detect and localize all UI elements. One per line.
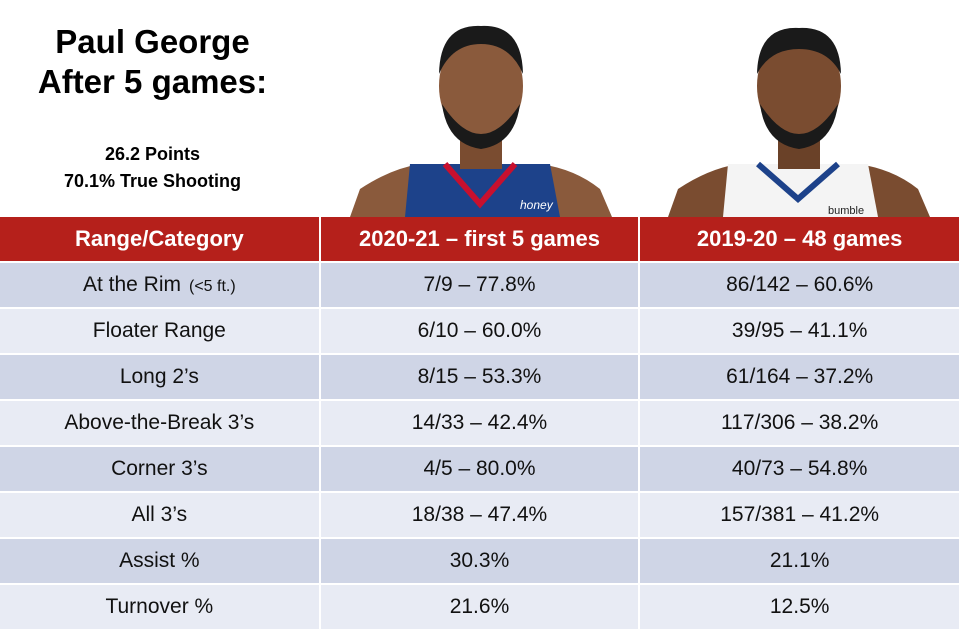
previous-season-cell: 86/142 – 60.6% xyxy=(639,261,959,308)
category-cell: At the Rim (<5 ft.) xyxy=(0,261,321,308)
current-season-cell: 7/9 – 77.8% xyxy=(319,261,641,308)
table-row: Assist % 30.3% 21.1% xyxy=(0,537,959,584)
current-season-cell: 6/10 – 60.0% xyxy=(319,307,641,354)
category-cell: Above-the-Break 3’s xyxy=(0,399,321,446)
previous-season-cell: 117/306 – 38.2% xyxy=(639,399,959,446)
jersey-sponsor-text: honey xyxy=(520,198,554,212)
category-cell: Floater Range xyxy=(0,307,321,354)
table-row: At the Rim (<5 ft.) 7/9 – 77.8% 86/142 – … xyxy=(0,261,959,308)
player-photo-2019: bumble xyxy=(668,14,930,217)
summary-stats: 26.2 Points 70.1% True Shooting xyxy=(0,141,305,195)
table-row: Above-the-Break 3’s 14/33 – 42.4% 117/30… xyxy=(0,399,959,446)
table-header-row: Range/Category 2020-21 – first 5 games 2… xyxy=(0,217,959,262)
previous-season-cell: 12.5% xyxy=(639,583,959,629)
previous-season-cell: 61/164 – 37.2% xyxy=(639,353,959,400)
true-shooting-stat: 70.1% True Shooting xyxy=(63,171,242,191)
previous-season-cell: 21.1% xyxy=(639,537,959,584)
category-cell: Corner 3’s xyxy=(0,445,321,492)
player-photo-2020: honey xyxy=(350,14,612,217)
category-cell: Assist % xyxy=(0,537,321,584)
category-label: Assist % xyxy=(119,549,200,572)
page-title: Paul George After 5 games: xyxy=(0,22,305,102)
category-cell: Long 2’s xyxy=(0,353,321,400)
title-line-1: Paul George xyxy=(55,23,250,60)
category-label: Long 2’s xyxy=(119,365,199,388)
current-season-cell: 18/38 – 47.4% xyxy=(319,491,641,538)
previous-season-cell: 39/95 – 41.1% xyxy=(639,307,959,354)
current-season-cell: 14/33 – 42.4% xyxy=(319,399,641,446)
table-row: Long 2’s 8/15 – 53.3% 61/164 – 37.2% xyxy=(0,353,959,400)
title-line-2: After 5 games: xyxy=(37,63,268,100)
stats-table: Range/Category 2020-21 – first 5 games 2… xyxy=(0,217,959,629)
current-season-cell: 30.3% xyxy=(319,537,641,584)
previous-season-cell: 40/73 – 54.8% xyxy=(639,445,959,492)
category-label: Turnover % xyxy=(105,595,214,618)
current-season-cell: 4/5 – 80.0% xyxy=(319,445,641,492)
category-label: Corner 3’s xyxy=(111,457,208,480)
table-row: All 3’s 18/38 – 47.4% 157/381 – 41.2% xyxy=(0,491,959,538)
current-season-cell: 21.6% xyxy=(319,583,641,629)
category-label: All 3’s xyxy=(131,503,188,526)
table-row: Corner 3’s 4/5 – 80.0% 40/73 – 54.8% xyxy=(0,445,959,492)
category-note: (<5 ft.) xyxy=(189,278,236,295)
column-header-category: Range/Category xyxy=(0,217,321,262)
previous-season-cell: 157/381 – 41.2% xyxy=(639,491,959,538)
column-header-previous: 2019-20 – 48 games xyxy=(639,217,959,262)
category-label: Above-the-Break 3’s xyxy=(64,411,255,434)
table-row: Floater Range 6/10 – 60.0% 39/95 – 41.1% xyxy=(0,307,959,354)
category-label: Floater Range xyxy=(92,319,226,342)
table-row: Turnover % 21.6% 12.5% xyxy=(0,583,959,629)
points-stat: 26.2 Points xyxy=(104,144,201,164)
current-season-cell: 8/15 – 53.3% xyxy=(319,353,641,400)
column-header-current: 2020-21 – first 5 games xyxy=(319,217,641,262)
category-cell: All 3’s xyxy=(0,491,321,538)
category-cell: Turnover % xyxy=(0,583,321,629)
jersey-sponsor-text: bumble xyxy=(828,205,864,217)
category-label: At the Rim xyxy=(82,273,181,296)
